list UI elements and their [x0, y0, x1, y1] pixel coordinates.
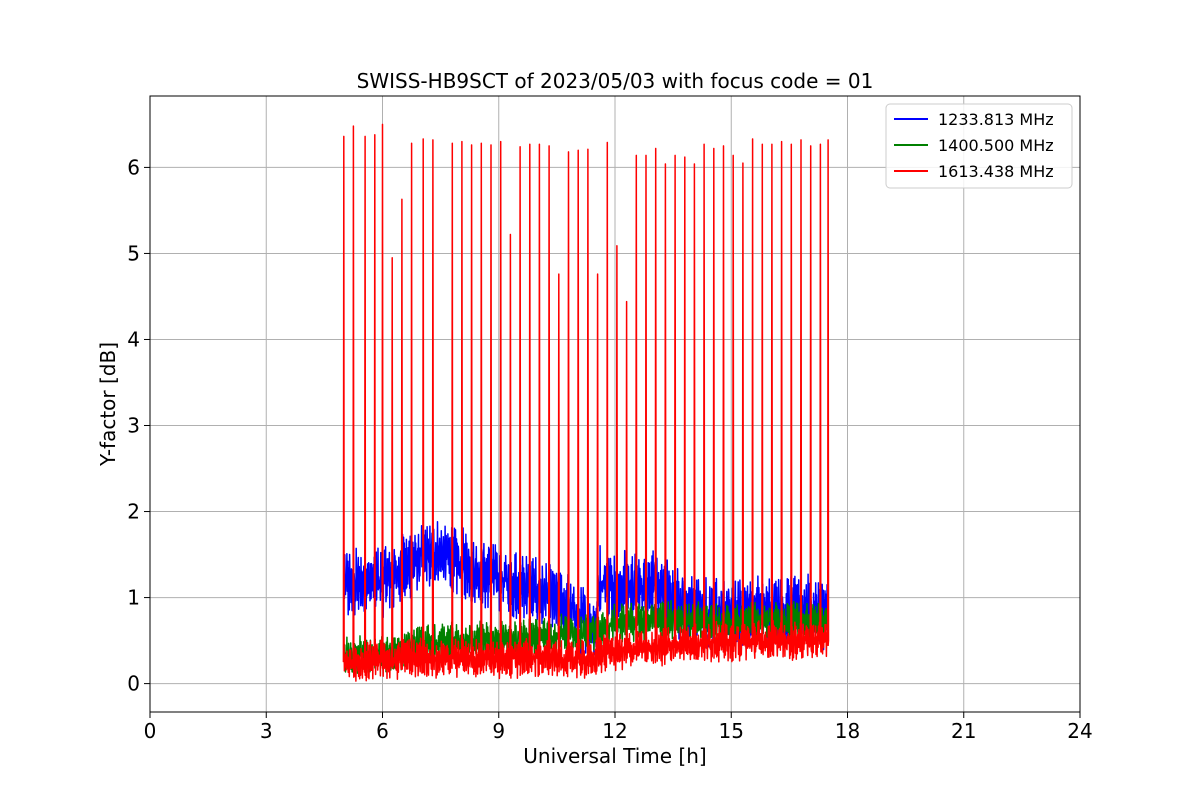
x-axis-label: Universal Time [h]: [523, 744, 706, 768]
grid: [149, 96, 1081, 712]
y-tick-label: 4: [127, 327, 140, 351]
y-tick-label: 2: [127, 500, 140, 524]
y-tick-label: 1: [127, 586, 140, 610]
x-tick-label: 0: [144, 719, 157, 743]
y-tick-label: 3: [127, 414, 140, 438]
legend-label: 1233.813 MHz: [938, 110, 1054, 129]
x-tick-label: 15: [719, 719, 744, 743]
series-line-2: [342, 123, 830, 682]
legend-label: 1613.438 MHz: [938, 162, 1054, 181]
x-tick-label: 6: [376, 719, 389, 743]
legend: 1233.813 MHz 1400.500 MHz 1613.438 MHz: [885, 103, 1073, 189]
y-tick-label: 5: [127, 241, 140, 265]
x-tick-label: 9: [492, 719, 505, 743]
legend-box: [885, 103, 1073, 189]
legend-label: 1400.500 MHz: [938, 136, 1054, 155]
plot-area: [342, 123, 830, 682]
x-tick-label: 24: [1067, 719, 1092, 743]
y-axis-label: Y-factor [dB]: [96, 342, 120, 467]
y-tick-label: 6: [127, 155, 140, 179]
x-tick-label: 12: [602, 719, 627, 743]
x-tick-label: 3: [260, 719, 273, 743]
y-tick-label: 0: [127, 672, 140, 696]
chart-title: SWISS-HB9SCT of 2023/05/03 with focus co…: [357, 69, 874, 93]
x-tick-label: 21: [951, 719, 976, 743]
x-tick-label: 18: [835, 719, 860, 743]
